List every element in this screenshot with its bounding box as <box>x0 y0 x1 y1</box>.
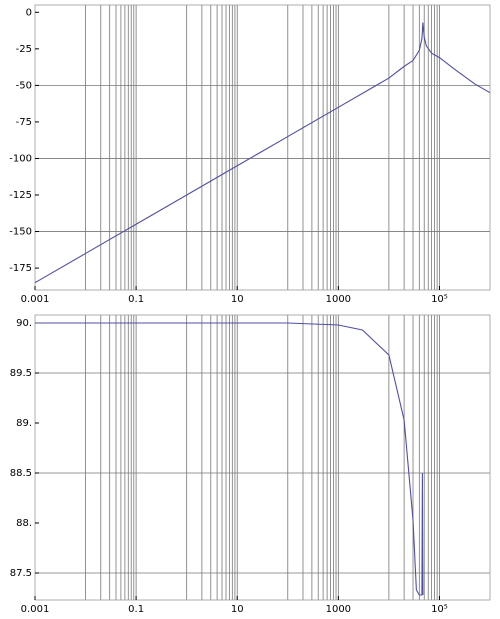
x-tick-label: 0.001 <box>21 604 50 615</box>
x-tick-label: 10 <box>231 294 244 305</box>
x-tick-label: 0.001 <box>21 294 50 305</box>
y-tick-label: 90. <box>16 318 32 329</box>
y-tick-label: -25 <box>16 44 32 55</box>
x-tick-label: 10 <box>231 604 244 615</box>
y-tick-label: -75 <box>16 117 32 128</box>
x-tick-label: 10⁵ <box>431 604 448 615</box>
plot-frame <box>34 314 491 601</box>
x-tick-label: 0.1 <box>128 294 144 305</box>
y-tick-label: 0 <box>26 7 32 18</box>
y-tick-label: -150 <box>9 227 32 238</box>
y-tick-label: 88.5 <box>10 468 32 479</box>
y-tick-label: -100 <box>9 153 32 164</box>
x-tick-label: 10⁵ <box>431 294 448 305</box>
data-line <box>34 22 491 284</box>
y-tick-label: -50 <box>16 80 32 91</box>
plot-frame <box>34 4 491 291</box>
data-line <box>35 322 424 596</box>
y-tick-label: 88. <box>16 518 32 529</box>
y-tick-label: -175 <box>9 263 32 274</box>
y-tick-label: 87.5 <box>10 568 32 579</box>
x-tick-label: 0.1 <box>128 604 144 615</box>
y-tick-label: 89. <box>16 418 32 429</box>
x-tick-label: 1000 <box>326 294 351 305</box>
x-tick-label: 1000 <box>326 604 351 615</box>
y-tick-label: 89.5 <box>10 368 32 379</box>
y-tick-label: -125 <box>9 190 32 201</box>
